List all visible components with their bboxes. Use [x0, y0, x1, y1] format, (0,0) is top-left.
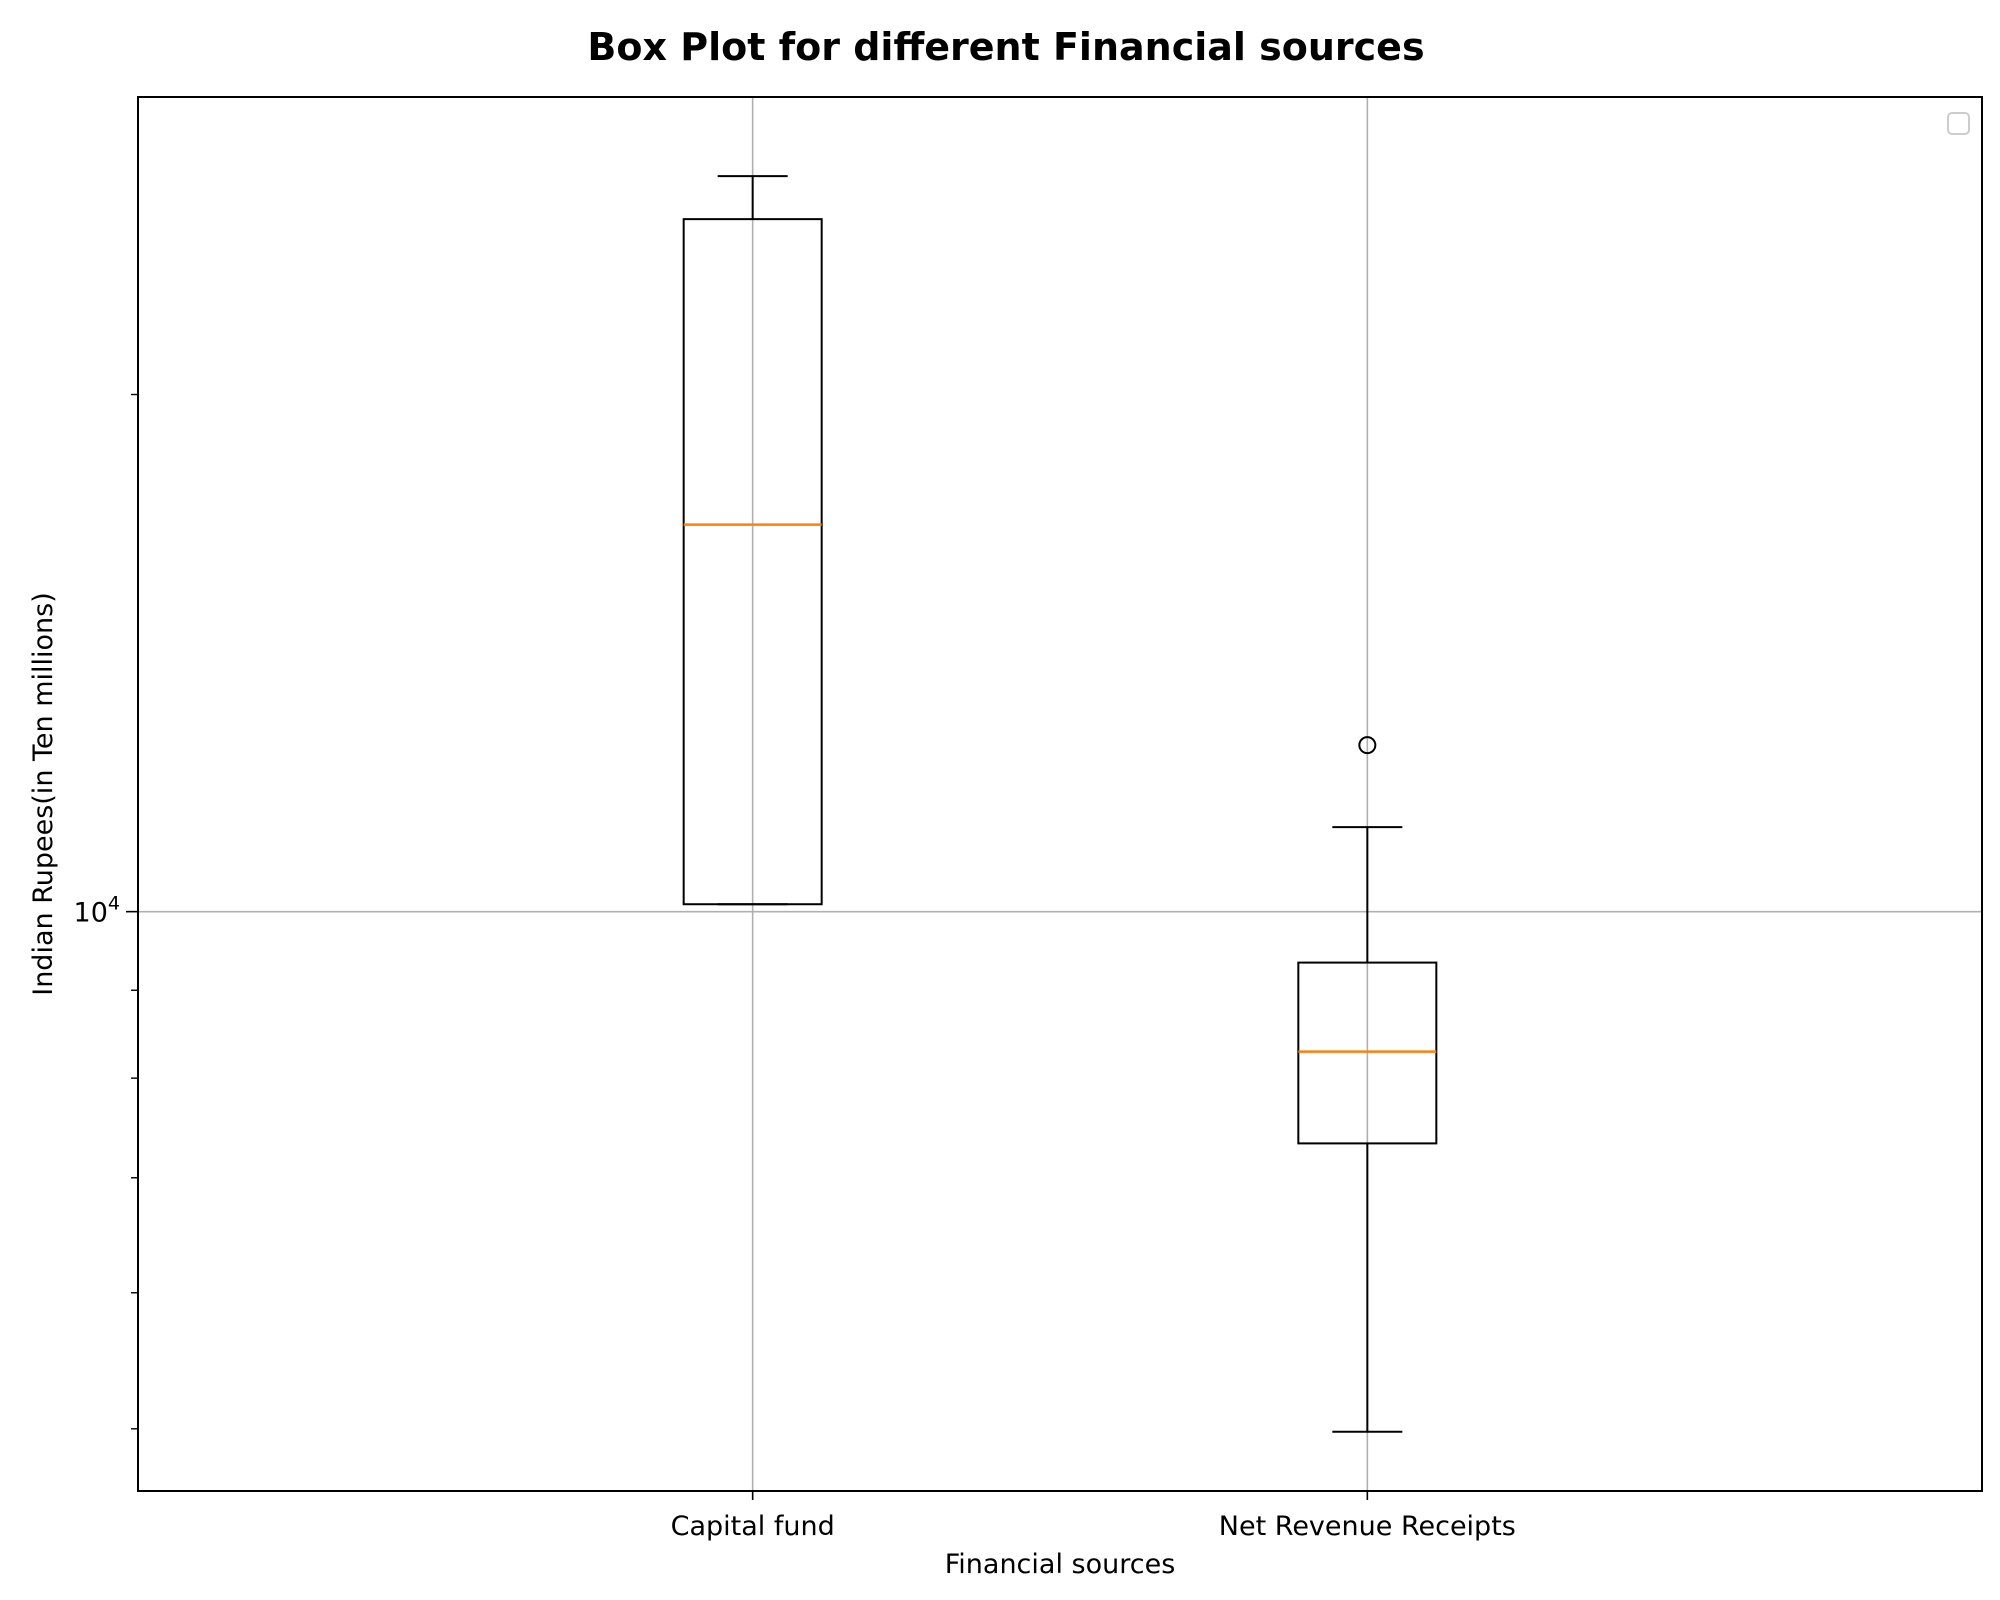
y-tick-base: 10 [74, 898, 108, 929]
outlier-point [1358, 736, 1377, 755]
x-axis-label: Financial sources [945, 1549, 1176, 1580]
box-layer [682, 175, 1438, 1433]
y-axis-label: Indian Rupees(in Ten millions) [28, 592, 59, 996]
x-tick-label: Net Revenue Receipts [1219, 1511, 1516, 1542]
box-2 [1297, 736, 1438, 1433]
y-tick-label: 104 [74, 893, 120, 929]
y-tick-exponent: 4 [108, 893, 120, 915]
box-1 [682, 175, 823, 906]
plot-area [138, 97, 1982, 1491]
plot-frame [137, 96, 1983, 1492]
chart-title: Box Plot for different Financial sources [587, 25, 1424, 69]
legend-box [1947, 112, 1970, 135]
minor-tick-layer [131, 393, 138, 1430]
tick-layer: Capital fund Net Revenue Receipts 104 [74, 893, 1516, 1542]
x-tick-label: Capital fund [671, 1511, 835, 1542]
iqr-box [1297, 961, 1438, 1145]
iqr-box [682, 218, 823, 906]
